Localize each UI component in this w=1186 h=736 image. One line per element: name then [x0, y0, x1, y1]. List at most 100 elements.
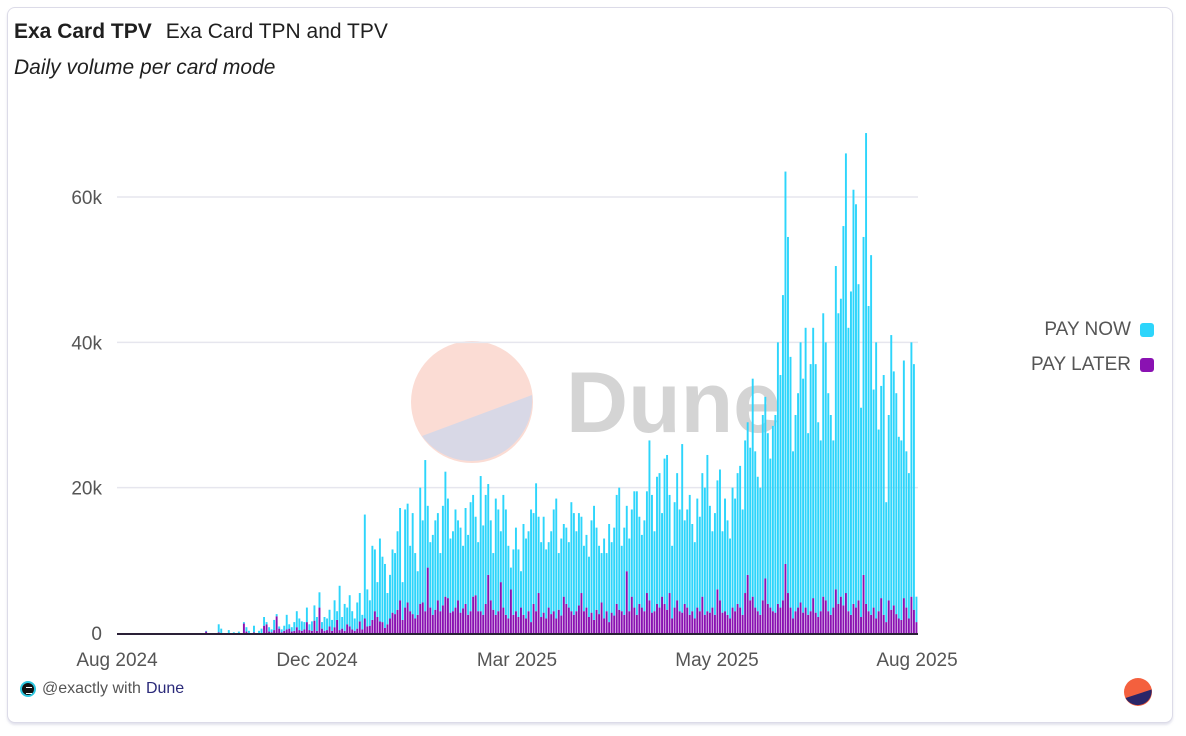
- bar-pay-now[interactable]: [237, 631, 240, 633]
- bar-pay-now[interactable]: [834, 266, 837, 590]
- bar-pay-now[interactable]: [839, 298, 842, 597]
- bar-pay-now[interactable]: [472, 494, 475, 597]
- bar-pay-now[interactable]: [676, 473, 679, 601]
- bar-pay-later[interactable]: [844, 593, 847, 633]
- bar-pay-now[interactable]: [497, 509, 500, 612]
- bar-pay-later[interactable]: [605, 611, 608, 633]
- bar-pay-now[interactable]: [469, 502, 472, 612]
- bar-pay-later[interactable]: [205, 631, 208, 633]
- bar-pay-later[interactable]: [290, 631, 293, 633]
- bar-pay-now[interactable]: [739, 465, 742, 608]
- bar-pay-later[interactable]: [492, 609, 495, 633]
- bar-pay-later[interactable]: [912, 609, 915, 633]
- bar-pay-later[interactable]: [293, 630, 296, 633]
- bar-pay-later[interactable]: [726, 614, 729, 633]
- bar-pay-later[interactable]: [363, 618, 366, 633]
- bar-pay-now[interactable]: [870, 255, 873, 615]
- bar-pay-later[interactable]: [804, 607, 807, 633]
- bar-pay-later[interactable]: [615, 603, 618, 633]
- bar-pay-later[interactable]: [457, 600, 459, 633]
- bar-pay-later[interactable]: [575, 611, 578, 633]
- bar-pay-now[interactable]: [880, 385, 883, 599]
- bar-pay-now[interactable]: [590, 520, 593, 613]
- bar-pay-now[interactable]: [434, 520, 437, 610]
- bar-pay-now[interactable]: [363, 514, 366, 619]
- bar-pay-later[interactable]: [661, 596, 663, 633]
- bar-pay-now[interactable]: [399, 508, 402, 601]
- bar-pay-later[interactable]: [479, 611, 482, 633]
- bar-pay-now[interactable]: [499, 531, 502, 583]
- bar-pay-now[interactable]: [378, 538, 381, 622]
- bar-pay-later[interactable]: [331, 630, 334, 633]
- bar-pay-later[interactable]: [895, 614, 898, 633]
- bar-pay-later[interactable]: [834, 589, 837, 633]
- bar-pay-later[interactable]: [378, 621, 381, 633]
- bar-pay-later[interactable]: [708, 612, 711, 633]
- bar-pay-later[interactable]: [532, 603, 535, 633]
- bar-pay-later[interactable]: [897, 618, 900, 633]
- bar-pay-now[interactable]: [613, 527, 616, 616]
- bar-pay-later[interactable]: [401, 619, 404, 633]
- bar-pay-now[interactable]: [741, 509, 744, 615]
- bar-pay-later[interactable]: [477, 611, 480, 633]
- bar-pay-later[interactable]: [653, 611, 656, 633]
- bar-pay-now[interactable]: [514, 527, 517, 612]
- bar-pay-now[interactable]: [310, 621, 313, 631]
- bar-pay-now[interactable]: [567, 542, 570, 608]
- bar-pay-later[interactable]: [411, 614, 414, 633]
- bar-pay-now[interactable]: [857, 284, 860, 601]
- footer-user[interactable]: @exactly with: [42, 680, 141, 697]
- bar-pay-later[interactable]: [882, 614, 885, 633]
- bar-pay-now[interactable]: [575, 531, 578, 612]
- bar-pay-now[interactable]: [577, 513, 580, 606]
- bar-pay-later[interactable]: [698, 611, 701, 633]
- bar-pay-later[interactable]: [849, 614, 852, 633]
- bar-pay-now[interactable]: [452, 531, 454, 612]
- bar-pay-now[interactable]: [605, 553, 608, 612]
- bar-pay-now[interactable]: [648, 440, 651, 601]
- bar-pay-later[interactable]: [603, 618, 606, 633]
- bar-pay-later[interactable]: [638, 603, 641, 633]
- bar-pay-now[interactable]: [288, 624, 291, 629]
- bar-pay-now[interactable]: [900, 440, 903, 620]
- bar-pay-later[interactable]: [905, 607, 908, 633]
- bar-pay-now[interactable]: [885, 502, 888, 623]
- bar-pay-now[interactable]: [308, 624, 311, 631]
- bar-pay-now[interactable]: [731, 487, 734, 608]
- bar-pay-now[interactable]: [713, 513, 716, 615]
- bar-pay-now[interactable]: [404, 509, 407, 608]
- bar-pay-later[interactable]: [907, 618, 910, 633]
- bar-pay-now[interactable]: [595, 527, 598, 610]
- bar-pay-now[interactable]: [540, 542, 543, 618]
- bar-pay-later[interactable]: [789, 607, 792, 633]
- bar-pay-later[interactable]: [671, 618, 674, 633]
- bar-pay-later[interactable]: [545, 618, 548, 633]
- bar-pay-later[interactable]: [560, 615, 563, 633]
- bar-pay-now[interactable]: [323, 617, 326, 631]
- bar-pay-now[interactable]: [552, 509, 555, 612]
- bar-pay-now[interactable]: [482, 525, 485, 615]
- bar-pay-now[interactable]: [686, 509, 689, 608]
- bar-pay-now[interactable]: [651, 494, 653, 613]
- bar-pay-later[interactable]: [610, 612, 613, 633]
- bar-pay-now[interactable]: [298, 618, 301, 631]
- bar-pay-later[interactable]: [310, 630, 313, 633]
- bar-pay-later[interactable]: [847, 611, 850, 633]
- bar-pay-now[interactable]: [882, 375, 885, 615]
- bar-pay-later[interactable]: [421, 602, 424, 633]
- bar-pay-later[interactable]: [663, 603, 666, 633]
- bar-pay-later[interactable]: [756, 611, 759, 633]
- bar-pay-now[interactable]: [580, 516, 583, 594]
- bar-pay-now[interactable]: [761, 415, 764, 601]
- bar-pay-now[interactable]: [766, 433, 769, 604]
- bar-pay-later[interactable]: [285, 629, 288, 633]
- bar-pay-now[interactable]: [771, 425, 774, 612]
- bar-pay-later[interactable]: [842, 605, 845, 633]
- bar-pay-later[interactable]: [474, 595, 477, 633]
- bar-pay-now[interactable]: [726, 520, 729, 615]
- bar-pay-later[interactable]: [371, 619, 374, 633]
- bar-pay-later[interactable]: [321, 628, 323, 633]
- bar-pay-now[interactable]: [618, 487, 621, 610]
- bar-pay-later[interactable]: [701, 596, 704, 633]
- bar-pay-later[interactable]: [522, 614, 525, 633]
